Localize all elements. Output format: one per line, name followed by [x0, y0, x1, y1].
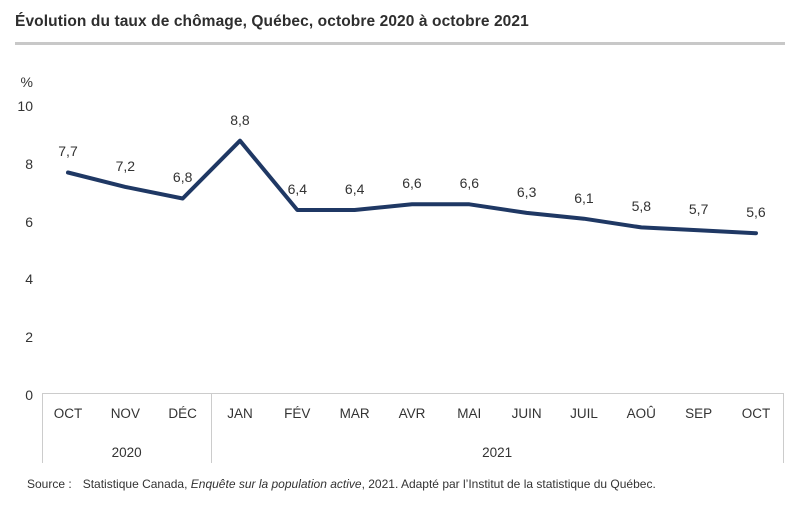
- source-label: Source :: [27, 477, 72, 491]
- axis-band-right-border: [783, 393, 784, 463]
- data-point-label: 7,7: [58, 143, 78, 160]
- x-axis-month-label: MAR: [339, 406, 370, 421]
- y-axis-unit-label: %: [20, 74, 33, 90]
- x-axis-month-label: AVR: [398, 406, 426, 421]
- x-axis-month-label: FÉV: [284, 406, 311, 421]
- x-axis-month-label: OCT: [741, 406, 771, 421]
- x-axis-month-label: JUIL: [570, 406, 598, 421]
- data-point-label: 6,4: [344, 181, 365, 198]
- chart-title: Évolution du taux de chômage, Québec, oc…: [15, 13, 529, 30]
- x-axis-month-label: DÉC: [168, 406, 197, 421]
- y-tick-label: 10: [17, 98, 33, 114]
- data-point-label: 6,4: [287, 181, 308, 198]
- x-axis-month-label: OCT: [53, 406, 83, 421]
- data-point-label: 5,7: [688, 201, 709, 218]
- x-axis-year-label: 2021: [482, 445, 513, 460]
- source-text-regular: Statistique Canada,: [82, 477, 191, 491]
- source-text-suffix: , 2021. Adapté par l’Institut de la stat…: [361, 477, 656, 491]
- data-point-label: 6,6: [402, 175, 422, 192]
- y-tick-label: 8: [25, 155, 33, 172]
- x-axis-month-label: AOÛ: [626, 406, 656, 421]
- source-note: Source : Statistique Canada, Enquête sur …: [27, 477, 656, 491]
- source-text-italic: Enquête sur la population active: [190, 477, 362, 491]
- y-tick-label: 0: [25, 387, 33, 403]
- data-point-label: 6,8: [172, 169, 193, 186]
- unemployment-rate-line: [66, 138, 758, 236]
- x-axis-month-label: NOV: [110, 406, 140, 421]
- axis-band-year-divider: [211, 393, 212, 463]
- y-tick-label: 4: [25, 271, 33, 288]
- data-point-label: 5,8: [631, 198, 652, 215]
- axis-band-left-border: [42, 393, 43, 463]
- y-tick-label: 6: [25, 213, 33, 230]
- data-point-label: 6,6: [459, 175, 480, 192]
- data-point-label: 8,8: [230, 111, 250, 128]
- y-tick-label: 2: [25, 329, 33, 346]
- x-axis-month-label: JAN: [227, 406, 253, 421]
- data-point-label: 6,1: [574, 189, 594, 206]
- data-point-label: 5,6: [746, 204, 766, 221]
- title-divider: [15, 42, 785, 45]
- x-axis-month-label: JUIN: [511, 406, 542, 421]
- data-point-label: 6,3: [516, 183, 537, 200]
- x-axis-line: [42, 393, 784, 394]
- data-point-label: 7,2: [115, 157, 136, 174]
- x-axis-month-label: MAI: [457, 406, 482, 421]
- x-axis-month-label: SEP: [685, 406, 713, 421]
- x-axis-year-label: 2020: [111, 445, 142, 460]
